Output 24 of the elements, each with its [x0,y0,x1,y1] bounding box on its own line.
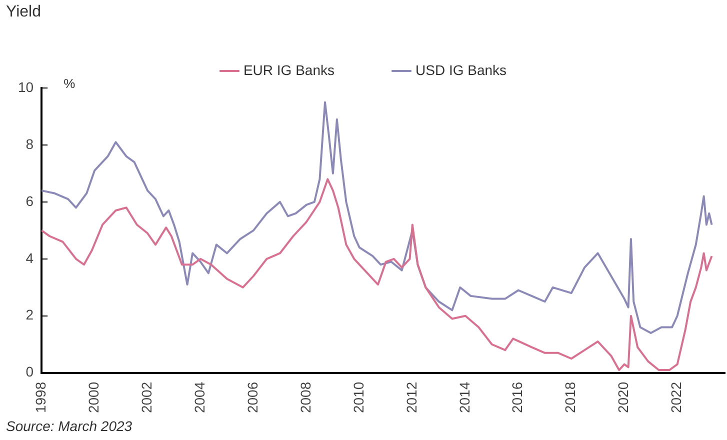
x-tick-label: 2008 [297,382,314,414]
source-note: Source: March 2023 [6,418,132,434]
x-tick-label: 2014 [456,382,472,414]
x-tick-label: 1998 [32,382,48,414]
x-tick-label: 2012 [403,382,420,414]
x-tick-label: 2018 [562,382,578,414]
y-tick-label: 6 [26,192,34,209]
x-tick-label: 2022 [668,382,684,414]
x-tick-label: 2000 [85,382,102,414]
x-tick-label: 2020 [615,382,632,414]
x-tick-label: 2006 [244,382,260,414]
legend-label: EUR IG Banks [243,62,335,78]
annotation: % [64,76,76,92]
y-tick-label: 2 [26,306,34,323]
y-tick-label: 4 [26,250,34,266]
x-tick-label: 2016 [509,382,526,414]
x-tick-label: 2004 [191,382,208,414]
legend-label: USD IG Banks [416,62,507,78]
y-tick-label: 10 [18,78,34,95]
y-tick-label: 8 [26,136,34,152]
x-tick-label: 2010 [350,382,366,414]
x-tick-label: 2002 [138,382,154,414]
y-tick-label: 0 [26,364,34,380]
y-axis-title: Yield [6,3,41,20]
